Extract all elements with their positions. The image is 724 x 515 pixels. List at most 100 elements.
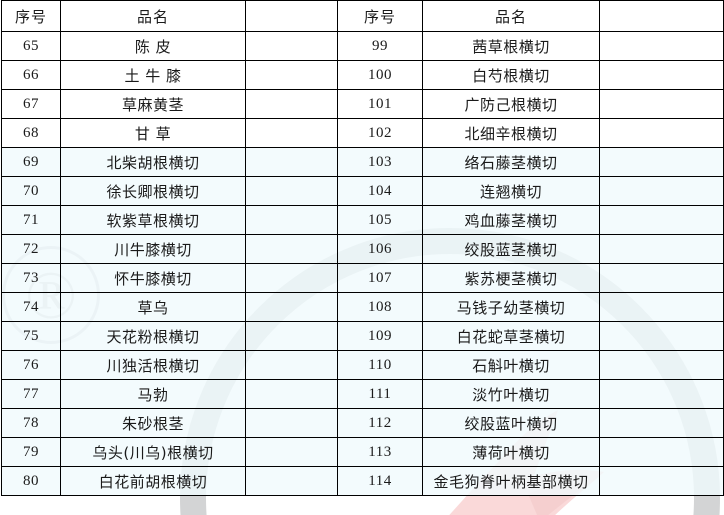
specimen-list-table: 序号 品名 序号 品名 65 陈 皮 99 茜草根横切 66 土 牛 膝 100 白芍根横切 67 草麻黄… bbox=[1, 0, 724, 496]
cell-no2: 109 bbox=[337, 321, 423, 351]
cell-no2: 112 bbox=[337, 408, 423, 438]
cell-no: 65 bbox=[1, 31, 61, 61]
cell-blank bbox=[245, 292, 338, 322]
cell-name2: 石斛叶横切 bbox=[422, 350, 600, 380]
table-row: 68 甘 草 102 北细辛根横切 bbox=[1, 118, 724, 148]
cell-no: 80 bbox=[1, 466, 61, 496]
cell-name2: 广防己根横切 bbox=[422, 89, 600, 119]
header-cell-blank2 bbox=[599, 0, 724, 32]
cell-no2: 105 bbox=[337, 205, 423, 235]
cell-blank bbox=[245, 379, 338, 409]
cell-name: 怀牛膝横切 bbox=[60, 263, 246, 293]
cell-name: 白花前胡根横切 bbox=[60, 466, 246, 496]
cell-blank2 bbox=[599, 147, 724, 177]
table-row: 80 白花前胡根横切 114 金毛狗脊叶柄基部横切 bbox=[1, 466, 724, 496]
cell-no2: 107 bbox=[337, 263, 423, 293]
table-row: 73 怀牛膝横切 107 紫苏梗茎横切 bbox=[1, 263, 724, 293]
cell-blank2 bbox=[599, 89, 724, 119]
cell-no: 69 bbox=[1, 147, 61, 177]
cell-no2: 114 bbox=[337, 466, 423, 496]
cell-name2: 薄荷叶横切 bbox=[422, 437, 600, 467]
cell-blank bbox=[245, 118, 338, 148]
cell-blank2 bbox=[599, 31, 724, 61]
cell-blank bbox=[245, 60, 338, 90]
cell-blank bbox=[245, 350, 338, 380]
cell-no: 68 bbox=[1, 118, 61, 148]
cell-no: 78 bbox=[1, 408, 61, 438]
header-cell-name2: 品名 bbox=[422, 0, 600, 32]
cell-no: 67 bbox=[1, 89, 61, 119]
cell-name: 土 牛 膝 bbox=[60, 60, 246, 90]
cell-name2: 紫苏梗茎横切 bbox=[422, 263, 600, 293]
cell-name2: 淡竹叶横切 bbox=[422, 379, 600, 409]
cell-blank bbox=[245, 437, 338, 467]
cell-no: 76 bbox=[1, 350, 61, 380]
cell-name: 川牛膝横切 bbox=[60, 234, 246, 264]
table-row: 69 北柴胡根横切 103 络石藤茎横切 bbox=[1, 147, 724, 177]
cell-blank2 bbox=[599, 437, 724, 467]
cell-no2: 103 bbox=[337, 147, 423, 177]
cell-no2: 99 bbox=[337, 31, 423, 61]
cell-blank2 bbox=[599, 234, 724, 264]
cell-name2: 茜草根横切 bbox=[422, 31, 600, 61]
cell-name2: 连翘横切 bbox=[422, 176, 600, 206]
header-cell-no2: 序号 bbox=[337, 0, 423, 32]
table-row: 77 马勃 111 淡竹叶横切 bbox=[1, 379, 724, 409]
table-row: 72 川牛膝横切 106 绞股蓝茎横切 bbox=[1, 234, 724, 264]
cell-blank2 bbox=[599, 176, 724, 206]
cell-no2: 104 bbox=[337, 176, 423, 206]
cell-blank bbox=[245, 176, 338, 206]
table-row: 78 朱砂根茎 112 绞股蓝叶横切 bbox=[1, 408, 724, 438]
cell-blank bbox=[245, 234, 338, 264]
cell-no: 71 bbox=[1, 205, 61, 235]
cell-name2: 绞股蓝茎横切 bbox=[422, 234, 600, 264]
cell-blank bbox=[245, 147, 338, 177]
cell-blank2 bbox=[599, 379, 724, 409]
cell-no: 72 bbox=[1, 234, 61, 264]
cell-blank2 bbox=[599, 466, 724, 496]
cell-name: 川独活根横切 bbox=[60, 350, 246, 380]
cell-name2: 北细辛根横切 bbox=[422, 118, 600, 148]
cell-no: 77 bbox=[1, 379, 61, 409]
cell-blank bbox=[245, 466, 338, 496]
cell-name: 徐长卿根横切 bbox=[60, 176, 246, 206]
table-row: 70 徐长卿根横切 104 连翘横切 bbox=[1, 176, 724, 206]
cell-no2: 106 bbox=[337, 234, 423, 264]
cell-name: 陈 皮 bbox=[60, 31, 246, 61]
cell-name: 朱砂根茎 bbox=[60, 408, 246, 438]
table-row: 75 天花粉根横切 109 白花蛇草茎横切 bbox=[1, 321, 724, 351]
cell-blank2 bbox=[599, 321, 724, 351]
cell-name: 北柴胡根横切 bbox=[60, 147, 246, 177]
cell-blank2 bbox=[599, 60, 724, 90]
table-header-row: 序号 品名 序号 品名 bbox=[1, 0, 724, 32]
cell-blank2 bbox=[599, 350, 724, 380]
table-row: 76 川独活根横切 110 石斛叶横切 bbox=[1, 350, 724, 380]
cell-blank2 bbox=[599, 118, 724, 148]
cell-name: 软紫草根横切 bbox=[60, 205, 246, 235]
cell-no2: 110 bbox=[337, 350, 423, 380]
cell-name2: 鸡血藤茎横切 bbox=[422, 205, 600, 235]
cell-no: 74 bbox=[1, 292, 61, 322]
cell-name: 草乌 bbox=[60, 292, 246, 322]
cell-blank2 bbox=[599, 263, 724, 293]
cell-name: 马勃 bbox=[60, 379, 246, 409]
cell-no: 75 bbox=[1, 321, 61, 351]
cell-no: 70 bbox=[1, 176, 61, 206]
cell-no2: 111 bbox=[337, 379, 423, 409]
cell-blank bbox=[245, 321, 338, 351]
cell-blank bbox=[245, 89, 338, 119]
cell-blank2 bbox=[599, 292, 724, 322]
cell-name: 甘 草 bbox=[60, 118, 246, 148]
header-cell-no: 序号 bbox=[1, 0, 61, 32]
cell-no2: 102 bbox=[337, 118, 423, 148]
cell-blank bbox=[245, 408, 338, 438]
cell-no2: 100 bbox=[337, 60, 423, 90]
cell-blank bbox=[245, 205, 338, 235]
cell-blank bbox=[245, 31, 338, 61]
cell-name: 天花粉根横切 bbox=[60, 321, 246, 351]
cell-blank bbox=[245, 263, 338, 293]
cell-no2: 101 bbox=[337, 89, 423, 119]
table-row: 67 草麻黄茎 101 广防己根横切 bbox=[1, 89, 724, 119]
table-row: 79 乌头(川乌)根横切 113 薄荷叶横切 bbox=[1, 437, 724, 467]
